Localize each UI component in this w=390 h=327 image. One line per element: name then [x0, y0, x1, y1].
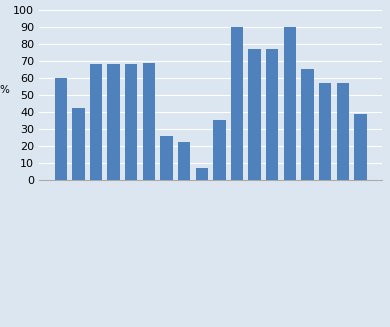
Bar	[90, 64, 102, 180]
Bar	[108, 64, 120, 180]
Bar	[125, 64, 137, 180]
Bar	[143, 62, 155, 180]
Bar	[196, 168, 208, 180]
Bar	[213, 120, 225, 180]
Bar	[301, 69, 314, 180]
Bar	[266, 49, 278, 180]
Bar	[231, 27, 243, 180]
Bar	[337, 83, 349, 180]
Bar	[178, 143, 190, 180]
Bar	[55, 78, 67, 180]
Bar	[248, 49, 261, 180]
Bar	[319, 83, 332, 180]
Y-axis label: %: %	[0, 85, 10, 95]
Bar	[284, 27, 296, 180]
Bar	[72, 109, 85, 180]
Bar	[160, 136, 173, 180]
Bar	[354, 113, 367, 180]
